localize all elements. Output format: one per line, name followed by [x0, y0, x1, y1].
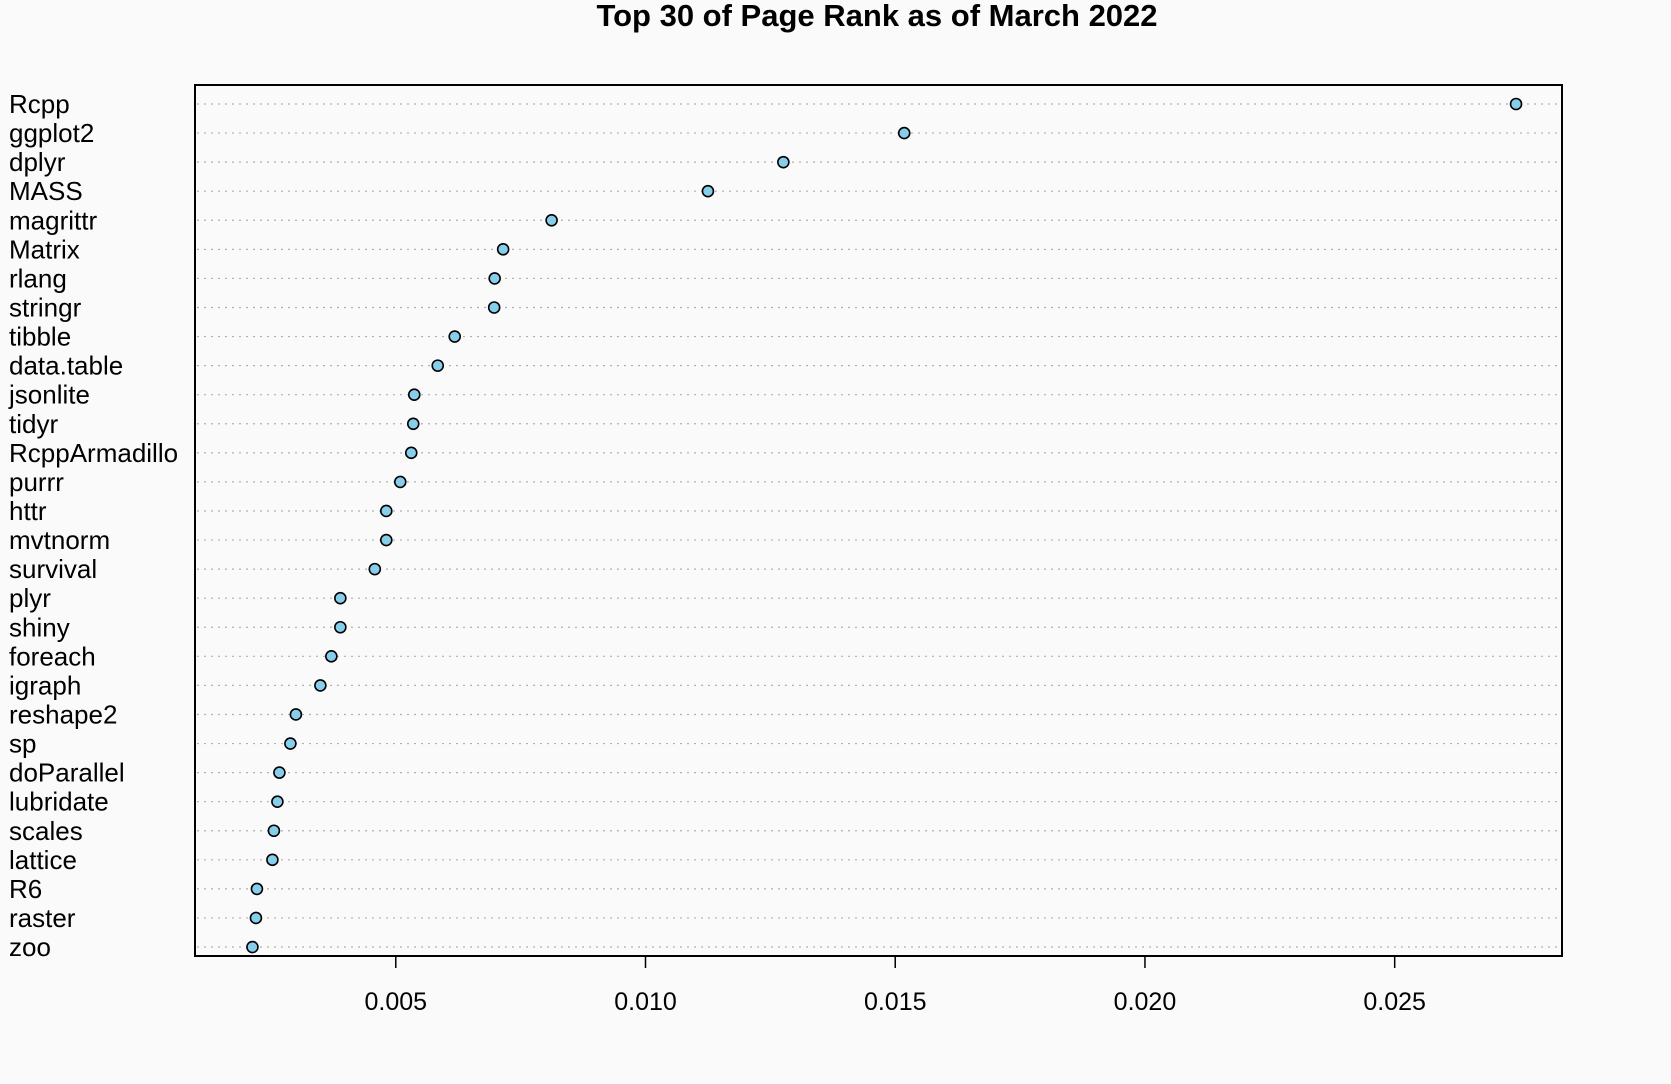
data-point [488, 272, 501, 285]
category-label: jsonlite [8, 380, 90, 410]
x-tick-label: 0.005 [364, 988, 427, 1016]
category-label: zoo [9, 932, 51, 962]
data-point [267, 824, 281, 838]
data-point [897, 126, 911, 140]
data-point [487, 301, 501, 314]
data-point [325, 650, 338, 663]
data-point [379, 504, 393, 518]
data-point [448, 330, 462, 343]
data-point [406, 417, 420, 431]
x-tick-label: 0.010 [614, 988, 677, 1016]
category-label: RcppArmadillo [9, 438, 178, 468]
data-point [284, 737, 297, 750]
category-label: reshape2 [9, 699, 117, 729]
data-point [289, 708, 303, 721]
data-point [266, 853, 279, 867]
category-label: sp [9, 729, 36, 759]
plot-frame [194, 84, 1563, 957]
data-point [404, 446, 418, 460]
category-label: Matrix [9, 234, 80, 264]
category-label: doParallel [9, 758, 125, 788]
guide-lines [197, 103, 1560, 948]
data-point [777, 155, 790, 169]
category-label: raster [9, 903, 76, 933]
data-point [393, 475, 407, 489]
category-label: scales [9, 816, 83, 846]
category-label: foreach [9, 641, 96, 671]
data-point [407, 388, 421, 402]
category-label: purrr [9, 467, 64, 497]
category-label: magrittr [9, 205, 97, 235]
x-tick-label: 0.020 [1114, 988, 1177, 1016]
data-point [273, 766, 286, 779]
data-point [496, 243, 510, 256]
category-label: rlang [9, 263, 67, 293]
category-labels: Rcppggplot2dplyrMASSmagrittrMatrixrlangs… [8, 89, 178, 962]
data-point [250, 882, 264, 896]
data-point [1509, 97, 1523, 111]
category-label: survival [9, 554, 97, 584]
category-label: mvtnorm [9, 525, 110, 555]
chart-title: Top 30 of Page Rank as of March 2022 [596, 0, 1157, 33]
data-point [334, 620, 347, 634]
data-point [314, 679, 327, 692]
category-label: tibble [9, 322, 71, 352]
data-point [249, 911, 263, 925]
data-point [368, 562, 382, 576]
category-label: tidyr [9, 409, 58, 439]
category-label: data.table [9, 351, 123, 381]
category-label: MASS [9, 176, 83, 206]
category-label: httr [9, 496, 47, 526]
data-point [246, 940, 259, 954]
data-point [701, 184, 715, 198]
data-point [431, 359, 445, 372]
category-label: shiny [9, 612, 70, 642]
category-label: lattice [9, 845, 77, 875]
x-axis: 0.005 0.010 0.015 0.020 0.025 [364, 956, 1426, 1016]
data-point [271, 795, 284, 808]
category-label: igraph [9, 670, 81, 700]
category-label: ggplot2 [9, 118, 94, 148]
data-points [246, 97, 1523, 954]
category-label: stringr [9, 292, 82, 322]
data-point [334, 591, 347, 605]
category-label: lubridate [9, 787, 109, 817]
category-label: Rcpp [9, 89, 70, 119]
x-tick-label: 0.025 [1363, 988, 1426, 1016]
data-point [379, 533, 393, 547]
category-label: dplyr [9, 147, 66, 177]
category-label: plyr [9, 583, 51, 613]
data-point [545, 213, 558, 227]
x-tick-label: 0.015 [864, 988, 927, 1016]
category-label: R6 [9, 874, 42, 904]
